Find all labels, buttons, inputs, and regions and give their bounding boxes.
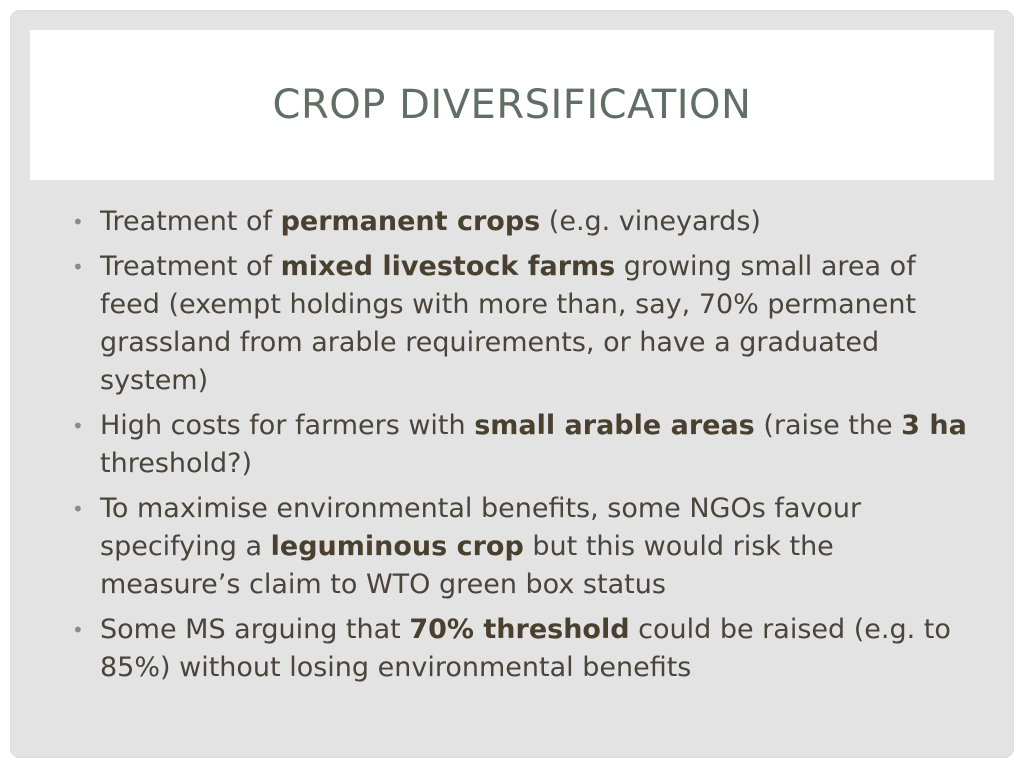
bullet-text: threshold?) [100,448,253,479]
bullet-dot-icon: • [72,255,84,279]
bullet-text: Treatment of [100,206,281,237]
bullet-item: • High costs for farmers with small arabl… [72,407,972,483]
bullet-dot-icon: • [72,497,84,521]
bullet-emphasis: small arable areas [474,410,755,441]
bullet-dot-icon: • [72,210,84,234]
bullet-text: (e.g. vineyards) [540,206,761,237]
bullet-text: To maximise environmental benefits, some… [100,493,862,562]
bullet-text: High costs for farmers with [100,410,475,441]
bullet-text: Some MS arguing that [100,614,410,645]
bullet-emphasis: 70% threshold [409,614,630,645]
bullet-text: Treatment of [100,251,281,282]
bullet-emphasis: mixed livestock farms [280,251,616,282]
bullet-item: • Treatment of permanent crops (e.g. vine… [72,203,972,241]
bullet-item: • Some MS arguing that 70% threshold coul… [72,611,972,687]
bullet-dot-icon: • [72,618,84,642]
bullet-text: but this would risk the measure’s claim … [100,531,834,600]
bullet-emphasis: leguminous crop [270,531,524,562]
slide: CROP DIVERSIFICATION • Treatment of perma… [10,10,1014,758]
bullet-dot-icon: • [72,414,84,438]
title-band: CROP DIVERSIFICATION [30,30,994,180]
bullet-text: growing small area of feed (exempt holdi… [100,251,917,396]
bullet-emphasis: 3 ha [901,410,967,441]
bullet-text: (raise the [754,410,902,441]
bullet-emphasis: permanent crops [280,206,541,237]
bullet-list: • Treatment of permanent crops (e.g. vine… [72,203,972,694]
bullet-item: • To maximise environmental benefits, som… [72,490,972,604]
slide-title: CROP DIVERSIFICATION [272,82,752,128]
bullet-text: could be raised (e.g. to 85%) without lo… [100,614,951,683]
bullet-item: • Treatment of mixed livestock farms grow… [72,248,972,400]
